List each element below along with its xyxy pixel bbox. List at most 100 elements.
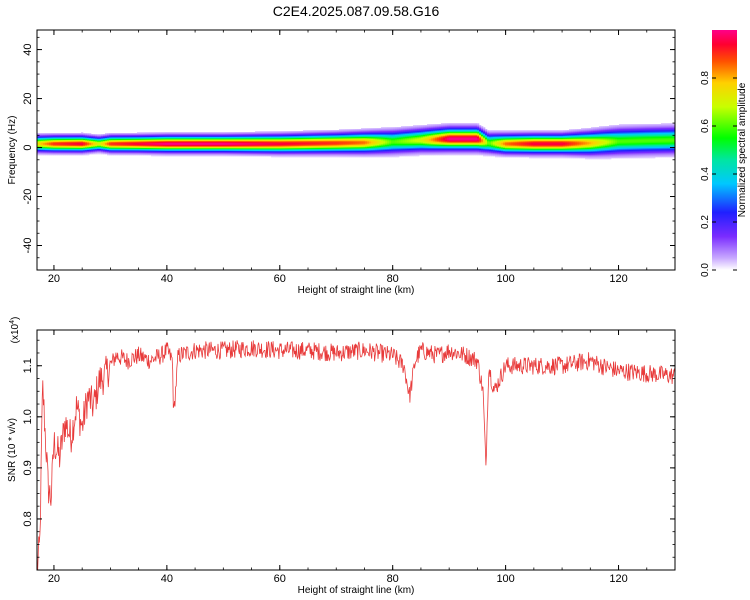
- spectrogram-cell: [133, 135, 136, 137]
- spectrogram-cell: [95, 138, 98, 140]
- spectrogram-cell: [245, 134, 248, 136]
- spectrogram-cell: [185, 150, 188, 152]
- spectrogram-cell: [77, 140, 80, 142]
- spectrogram-cell: [281, 151, 284, 153]
- spectrogram-cell: [371, 155, 374, 157]
- spectrogram-cell: [91, 152, 94, 154]
- spectrogram-cell: [191, 152, 194, 154]
- spectrogram-cell: [309, 155, 312, 157]
- spectrogram-cell: [315, 151, 318, 153]
- spectrogram-cell: [45, 133, 48, 135]
- spectrogram-cell: [353, 153, 356, 155]
- spectrogram-cell: [315, 140, 318, 142]
- spectrogram-cell: [425, 147, 428, 149]
- spectrogram-cell: [345, 138, 348, 140]
- spectrogram-cell: [353, 144, 356, 146]
- spectrogram-cell: [281, 147, 284, 149]
- spectrogram-cell: [337, 135, 340, 137]
- spectrogram-cell: [119, 148, 122, 150]
- spectrogram-cell: [67, 137, 70, 139]
- spectrogram-cell: [313, 156, 316, 158]
- spectrogram-cell: [327, 131, 330, 133]
- spectrogram-cell: [169, 154, 172, 156]
- spectrogram-cell: [161, 133, 164, 135]
- spectrogram-cell: [271, 147, 274, 149]
- spectrogram-cell: [415, 142, 418, 144]
- spectrogram-cell: [371, 146, 374, 148]
- spectrogram-cell: [203, 142, 206, 144]
- spectrogram-cell: [297, 154, 300, 156]
- spectrogram-cell: [253, 150, 256, 152]
- spectrogram-cell: [241, 146, 244, 148]
- spectrogram-cell: [287, 143, 290, 145]
- spectrogram-cell: [151, 146, 154, 148]
- spectrogram-cell: [355, 155, 358, 157]
- spectrogram-cell: [221, 139, 224, 141]
- spectrogram-cell: [389, 156, 392, 158]
- spectrogram-cell: [145, 145, 148, 147]
- spectrogram-cell: [135, 135, 138, 137]
- spectrogram-cell: [363, 134, 366, 136]
- spectrogram-cell: [361, 135, 364, 137]
- spectrogram-cell: [149, 137, 152, 139]
- spectrogram-cell: [311, 133, 314, 135]
- spectrogram-cell: [155, 152, 158, 154]
- spectrogram-cell: [109, 151, 112, 153]
- spectrogram-cell: [97, 135, 100, 137]
- spectrogram-cell: [201, 143, 204, 145]
- spectrogram-cell: [427, 147, 430, 149]
- spectrogram-cell: [373, 134, 376, 136]
- spectrogram-cell: [93, 150, 96, 152]
- spectrogram-cell: [339, 144, 342, 146]
- spectrogram-cell: [187, 148, 190, 150]
- spectrogram-cell: [125, 137, 128, 139]
- spectrogram-cell: [347, 140, 350, 142]
- spectrogram-cell: [99, 146, 102, 148]
- spectrogram-cell: [295, 147, 298, 149]
- spectrogram-cell: [75, 136, 78, 138]
- spectrogram-cell: [227, 153, 230, 155]
- spectrogram-cell: [175, 153, 178, 155]
- spectrogram-cell: [255, 153, 258, 155]
- spectrogram-cell: [159, 145, 162, 147]
- spectrogram-cell: [157, 144, 160, 146]
- spectrogram-cell: [235, 146, 238, 148]
- spectrogram-cell: [389, 127, 392, 129]
- spectrogram-cell: [305, 136, 308, 138]
- spectrogram-cell: [397, 130, 400, 132]
- spectrogram-cell: [217, 134, 220, 136]
- spectrogram-cell: [55, 151, 58, 153]
- spectrogram-cell: [377, 150, 380, 152]
- spectrogram-cell: [387, 136, 390, 138]
- spectrogram-cell: [135, 148, 138, 150]
- spectrogram-cell: [195, 155, 198, 157]
- spectrogram-cell: [341, 133, 344, 135]
- spectrogram-cell: [73, 154, 76, 156]
- spectrogram-cell: [287, 150, 290, 152]
- spectrogram-cell: [345, 131, 348, 133]
- spectrogram-cell: [381, 136, 384, 138]
- spectrogram-cell: [375, 130, 378, 132]
- spectrogram-cell: [317, 151, 320, 153]
- spectrogram-cell: [431, 137, 434, 139]
- spectrogram-cell: [77, 139, 80, 141]
- spectrogram-cell: [67, 134, 70, 136]
- spectrogram-cell: [233, 152, 236, 154]
- spectrogram-cell: [361, 137, 364, 139]
- spectrogram-cell: [409, 142, 412, 144]
- spectrogram-cell: [427, 153, 430, 155]
- spectrogram-cell: [105, 147, 108, 149]
- spectrogram-cell: [325, 131, 328, 133]
- spectrogram-cell: [373, 146, 376, 148]
- spectrogram-cell: [427, 143, 430, 145]
- spectrogram-cell: [37, 133, 40, 135]
- spectrogram-cell: [265, 147, 268, 149]
- spectrogram-cell: [341, 134, 344, 136]
- spectrogram-cell: [293, 132, 296, 134]
- spectrogram-cell: [321, 142, 324, 144]
- spectrogram-cell: [395, 154, 398, 156]
- spectrogram-cell: [229, 152, 232, 154]
- spectrogram-cell: [329, 148, 332, 150]
- spectrogram-cell: [417, 142, 420, 144]
- spectrogram-cell: [319, 154, 322, 156]
